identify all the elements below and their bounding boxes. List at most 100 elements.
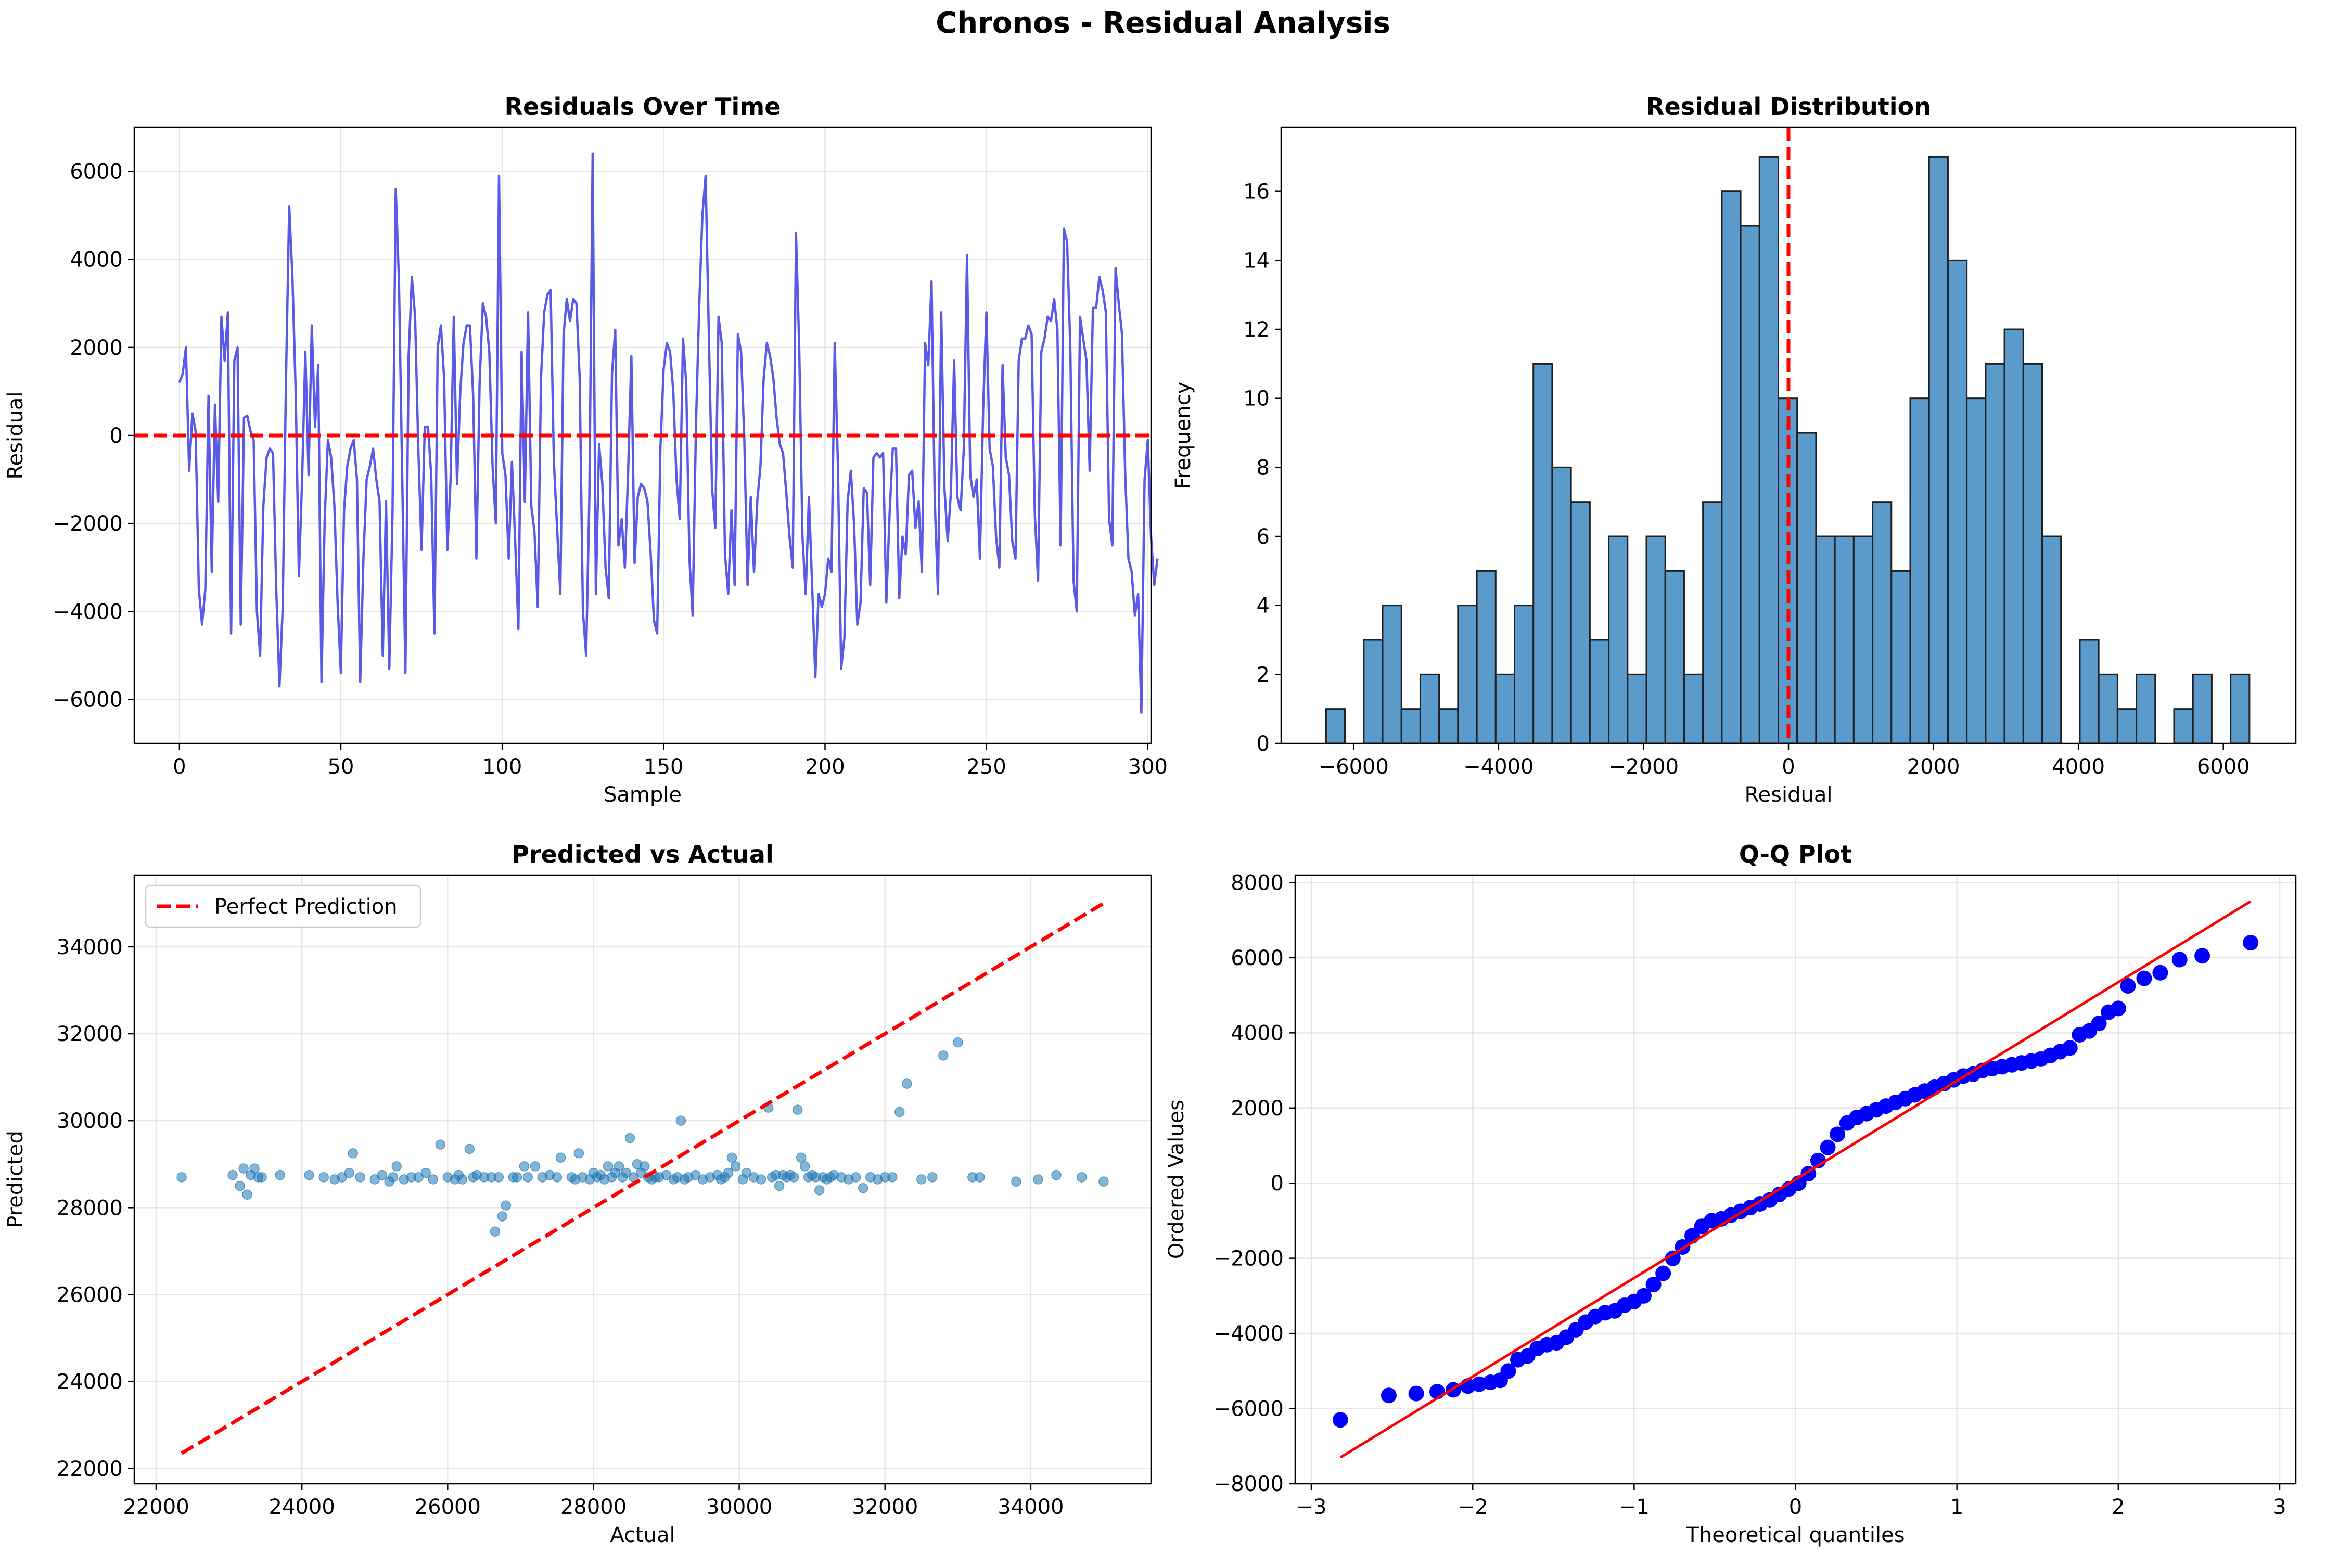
perfect-prediction-line <box>181 902 1105 1455</box>
scatter-point <box>304 1169 314 1180</box>
y-tick-label: 24000 <box>57 1370 123 1394</box>
x-axis-label: Residual <box>1745 783 1833 807</box>
histogram-bar <box>1419 673 1440 744</box>
histogram-bar <box>1872 501 1893 744</box>
scatter-point <box>388 1172 399 1183</box>
x-axis-label: Actual <box>610 1523 675 1547</box>
scatter-point <box>675 1115 686 1126</box>
histogram-bar <box>1928 156 1949 744</box>
histogram-bar <box>1834 535 1855 744</box>
histogram-bar <box>1758 156 1780 744</box>
y-tick-label: 0 <box>1257 732 1270 756</box>
scatter-point <box>238 1163 249 1174</box>
x-tick-label: 26000 <box>415 1495 481 1519</box>
histogram-bar <box>1664 570 1685 744</box>
histogram-bar <box>1796 432 1817 744</box>
histogram-bar <box>1363 639 1384 744</box>
x-tick-label: 22000 <box>123 1495 189 1519</box>
histogram-bar <box>1438 708 1459 744</box>
scatter-point <box>242 1189 252 1200</box>
y-axis-label: Predicted <box>4 1130 28 1228</box>
histogram-bar <box>1382 605 1402 744</box>
y-tick-label: −4000 <box>53 600 123 624</box>
scatter-point <box>501 1200 512 1211</box>
histogram-bar <box>1476 570 1497 744</box>
x-tick-label: 34000 <box>998 1495 1064 1519</box>
axes: Residuals Over Time 0 50 100 150 200 250 300 −60… <box>4 93 1168 807</box>
histogram-bar <box>1551 466 1572 744</box>
x-tick-label: 0 <box>1782 755 1795 779</box>
x-tick-label: 24000 <box>269 1495 335 1519</box>
qq-point <box>1665 1250 1681 1266</box>
x-tick-label: −1 <box>1619 1495 1650 1519</box>
histogram-bar <box>1909 397 1930 744</box>
scatter-point <box>275 1169 285 1180</box>
y-tick-label: 22000 <box>57 1457 123 1481</box>
y-tick-label: 4000 <box>1231 1021 1284 1045</box>
chart-title: Residuals Over Time <box>505 93 781 121</box>
y-tick-label: 0 <box>1271 1172 1284 1196</box>
histogram-bar <box>1532 363 1553 744</box>
y-tick-label: 2 <box>1257 663 1270 687</box>
y-axis-label: Ordered Values <box>1165 1100 1188 1259</box>
x-tick-label: 3 <box>2273 1495 2286 1519</box>
y-tick-label: 26000 <box>57 1283 123 1307</box>
qq-plot-chart: Q-Q Plot −3 −2 −1 0 1 2 3 −8000 −6000 −4000 −2000 0 2… <box>1165 840 2297 1547</box>
y-tick-label: −4000 <box>1213 1322 1284 1346</box>
scatter-point <box>457 1174 468 1185</box>
qq-point <box>2062 1040 2078 1056</box>
predicted-vs-actual-chart: Predicted vs Actual 22000 24000 26000 28000 3… <box>4 840 1152 1547</box>
y-tick-label: 2000 <box>1231 1097 1284 1121</box>
scatter-point <box>774 1180 785 1191</box>
plot-frame <box>133 874 1152 1485</box>
x-axis-label: Theoretical quantiles <box>1685 1523 1905 1547</box>
scatter-point <box>497 1211 508 1222</box>
y-axis-label: Frequency <box>1171 382 1195 490</box>
qq-point <box>1500 1363 1516 1379</box>
qq-point <box>1645 1277 1662 1293</box>
scatter-point <box>552 1172 563 1183</box>
scatter-point <box>235 1180 245 1191</box>
histogram-bar <box>1947 259 1968 744</box>
qq-point <box>2110 1000 2126 1017</box>
x-tick-label: 30000 <box>706 1495 772 1519</box>
scatter-point <box>512 1172 522 1183</box>
histogram-bar <box>2136 673 2156 744</box>
scatter-point <box>756 1174 766 1185</box>
scatter-point <box>1077 1172 1087 1183</box>
y-tick-label: −8000 <box>1213 1472 1284 1496</box>
x-tick-label: 200 <box>805 755 845 779</box>
x-tick-label: 6000 <box>2197 755 2250 779</box>
histogram-bar <box>1702 501 1723 744</box>
histogram-bar <box>1815 535 1836 744</box>
scatter-point <box>730 1161 741 1172</box>
histogram-bar <box>2022 363 2043 744</box>
y-tick-label: 8 <box>1257 456 1270 480</box>
figure-title: Chronos - Residual Analysis <box>936 6 1390 40</box>
scatter-point <box>555 1152 566 1163</box>
qq-point <box>1830 1126 1846 1142</box>
plot-area <box>176 902 1109 1455</box>
x-tick-label: −2000 <box>1608 755 1679 779</box>
qq-point <box>1635 1288 1652 1304</box>
residual-distribution-chart: Residual Distribution −6000 −4000 −2000 0 200… <box>1171 93 2297 807</box>
x-tick-label: −4000 <box>1463 755 1533 779</box>
scatter-point <box>519 1161 530 1172</box>
scatter-point <box>318 1172 329 1183</box>
scatter-point <box>603 1161 614 1172</box>
y-tick-label: 30000 <box>57 1109 123 1133</box>
scatter-point <box>435 1139 446 1150</box>
x-axis-label: Sample <box>604 783 682 807</box>
y-tick-label: 2000 <box>70 336 123 360</box>
scatter-point <box>902 1078 912 1089</box>
scatter-point <box>1011 1176 1021 1187</box>
histogram-bar <box>1627 673 1647 744</box>
y-tick-label: 8000 <box>1231 871 1284 895</box>
qq-point <box>1381 1387 1397 1404</box>
chart-title: Q-Q Plot <box>1739 840 1852 868</box>
x-tick-label: 250 <box>966 755 1006 779</box>
qq-point <box>2091 1016 2107 1032</box>
x-tick-label: 0 <box>1789 1495 1802 1519</box>
residual-series-line <box>178 152 1159 714</box>
scatter-point <box>796 1152 807 1163</box>
